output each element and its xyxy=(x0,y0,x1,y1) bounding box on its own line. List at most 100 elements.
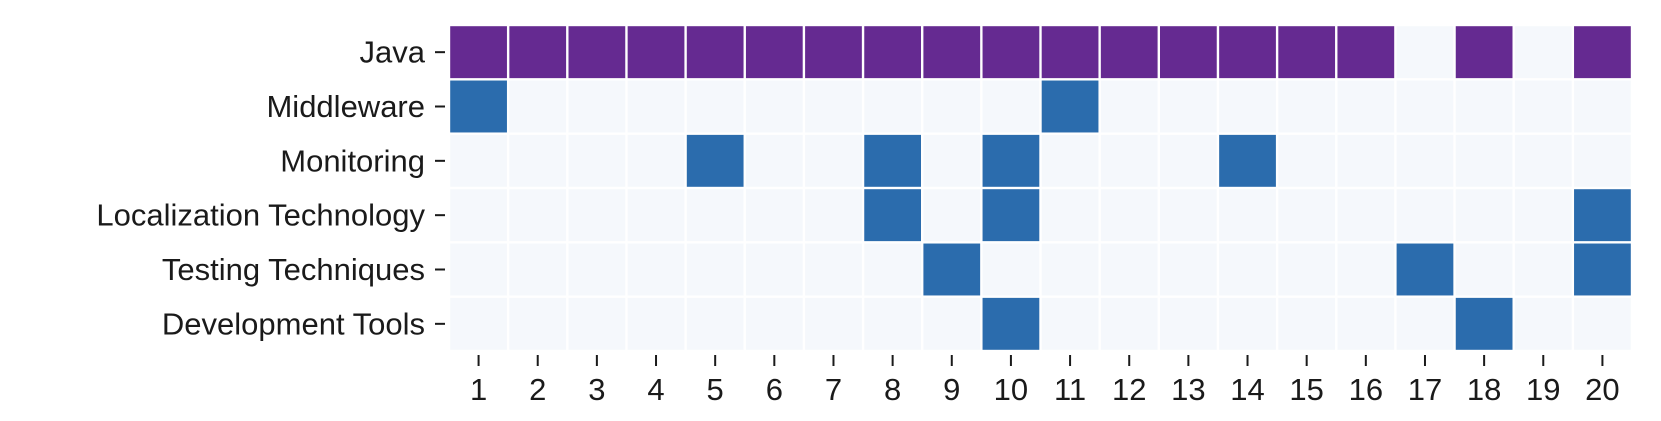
y-tick-label: Monitoring xyxy=(280,143,425,178)
heatmap-cell xyxy=(1396,80,1454,133)
heatmap-cell xyxy=(1455,134,1513,187)
heatmap-cell xyxy=(627,80,685,133)
heatmap-cell xyxy=(686,26,744,79)
heatmap-cell xyxy=(509,80,567,133)
heatmap-cell xyxy=(1574,189,1631,242)
heatmap-cell xyxy=(1041,26,1099,79)
heatmap-cell xyxy=(686,134,744,187)
heatmap-cell xyxy=(450,189,507,242)
heatmap-cell xyxy=(1041,297,1099,350)
heatmap-cell xyxy=(864,80,921,133)
heatmap-cell xyxy=(568,243,626,296)
x-axis: 1 2 3 4 5 6 7 8 9 10 11 12 13 14 15 16 17 18 19 20 xyxy=(470,355,1620,407)
heatmap-cell xyxy=(923,297,981,350)
y-axis: Java Middleware Monitoring Localization Tec… xyxy=(96,35,445,341)
heatmap-cell xyxy=(1396,243,1454,296)
heatmap-cell xyxy=(982,134,1040,187)
heatmap-cell xyxy=(1278,80,1336,133)
heatmap-cell xyxy=(1160,297,1217,350)
heatmap-cell xyxy=(1278,243,1336,296)
x-tick-label: 16 xyxy=(1349,372,1383,407)
heatmap-cell xyxy=(1514,189,1572,242)
heatmap-cell xyxy=(982,189,1040,242)
heatmap-cell xyxy=(982,26,1040,79)
heatmap-cell xyxy=(923,80,981,133)
heatmap-cell xyxy=(1455,26,1513,79)
heatmap-cell xyxy=(568,189,626,242)
x-tick-label: 10 xyxy=(994,372,1028,407)
heatmap-cell xyxy=(1219,134,1276,187)
heatmap-cell xyxy=(627,297,685,350)
heatmap-cell xyxy=(745,80,803,133)
heatmap-cell xyxy=(1514,134,1572,187)
heatmap-cell xyxy=(568,26,626,79)
heatmap-cell xyxy=(450,297,507,350)
x-tick-label: 2 xyxy=(529,372,546,407)
heatmap-cell xyxy=(568,297,626,350)
heatmap-cell xyxy=(745,297,803,350)
heatmap-cell xyxy=(450,243,507,296)
heatmap-cell xyxy=(923,243,981,296)
heatmap-cell xyxy=(1337,80,1395,133)
heatmap-cell xyxy=(1100,26,1158,79)
x-tick-label: 19 xyxy=(1526,372,1560,407)
heatmap-cell xyxy=(1100,80,1158,133)
heatmap-cell xyxy=(1100,134,1158,187)
heatmap-cell xyxy=(1100,189,1158,242)
heatmap-cell xyxy=(1574,297,1631,350)
heatmap-cells xyxy=(449,25,1632,351)
x-tick-label: 14 xyxy=(1230,372,1264,407)
heatmap-cell xyxy=(450,80,507,133)
heatmap-cell xyxy=(745,134,803,187)
heatmap-cell xyxy=(1514,26,1572,79)
heatmap-cell xyxy=(1219,80,1276,133)
heatmap-cell xyxy=(805,26,862,79)
heatmap-cell xyxy=(1455,80,1513,133)
heatmap-cell xyxy=(1160,243,1217,296)
heatmap-cell xyxy=(1574,243,1631,296)
heatmap-cell xyxy=(686,189,744,242)
heatmap-cell xyxy=(1337,297,1395,350)
y-tick-label: Java xyxy=(360,35,426,70)
heatmap-cell xyxy=(1455,297,1513,350)
y-tick-label: Middleware xyxy=(266,89,425,124)
x-tick-label: 5 xyxy=(707,372,724,407)
heatmap-cell xyxy=(1337,189,1395,242)
heatmap-cell xyxy=(1219,297,1276,350)
heatmap-cell xyxy=(627,26,685,79)
heatmap-cell xyxy=(805,189,862,242)
x-tick-label: 3 xyxy=(588,372,605,407)
heatmap-cell xyxy=(1455,243,1513,296)
heatmap-cell xyxy=(864,134,921,187)
heatmap-cell xyxy=(805,243,862,296)
heatmap-cell xyxy=(745,189,803,242)
heatmap-cell xyxy=(805,134,862,187)
heatmap-cell xyxy=(1100,243,1158,296)
heatmap-cell xyxy=(1337,26,1395,79)
x-tick-label: 4 xyxy=(647,372,664,407)
heatmap-cell xyxy=(1160,80,1217,133)
heatmap-cell xyxy=(1278,189,1336,242)
heatmap-cell xyxy=(627,189,685,242)
heatmap-cell xyxy=(1396,297,1454,350)
heatmap-cell xyxy=(1160,26,1217,79)
heatmap-cell xyxy=(864,297,921,350)
x-tick-label: 12 xyxy=(1112,372,1146,407)
heatmap-cell xyxy=(1514,80,1572,133)
x-tick-label: 8 xyxy=(884,372,901,407)
heatmap-cell xyxy=(1219,243,1276,296)
y-tick-label: Localization Technology xyxy=(96,198,425,233)
heatmap-background xyxy=(449,25,1632,351)
heatmap-cell xyxy=(1574,80,1631,133)
x-tick-label: 11 xyxy=(1054,372,1086,407)
y-tick-label: Development Tools xyxy=(162,306,425,341)
heatmap-cell xyxy=(1455,189,1513,242)
heatmap-cell xyxy=(1219,26,1276,79)
heatmap-cell xyxy=(509,134,567,187)
x-tick-label: 15 xyxy=(1289,372,1323,407)
heatmap-cell xyxy=(1278,26,1336,79)
heatmap-cell xyxy=(982,297,1040,350)
heatmap-cell xyxy=(1278,297,1336,350)
heatmap-cell xyxy=(450,26,507,79)
